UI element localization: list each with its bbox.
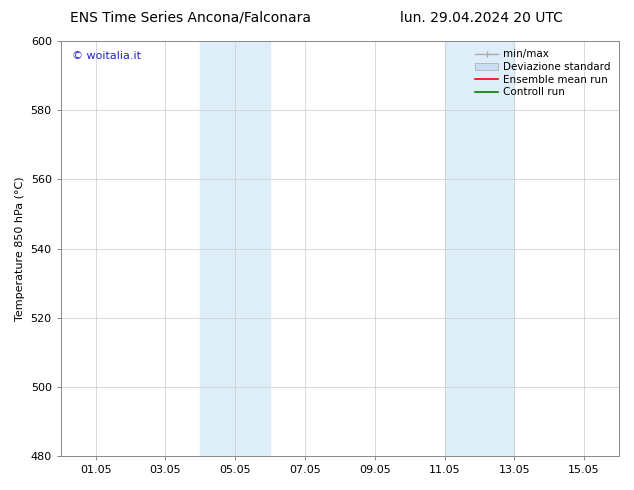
- Legend: min/max, Deviazione standard, Ensemble mean run, Controll run: min/max, Deviazione standard, Ensemble m…: [472, 46, 614, 100]
- Bar: [200, 41, 270, 456]
- Text: lun. 29.04.2024 20 UTC: lun. 29.04.2024 20 UTC: [401, 11, 563, 25]
- Y-axis label: Temperature 850 hPa (°C): Temperature 850 hPa (°C): [15, 176, 25, 321]
- Text: ENS Time Series Ancona/Falconara: ENS Time Series Ancona/Falconara: [70, 11, 311, 25]
- Bar: [444, 41, 514, 456]
- Text: © woitalia.it: © woitalia.it: [72, 51, 141, 61]
